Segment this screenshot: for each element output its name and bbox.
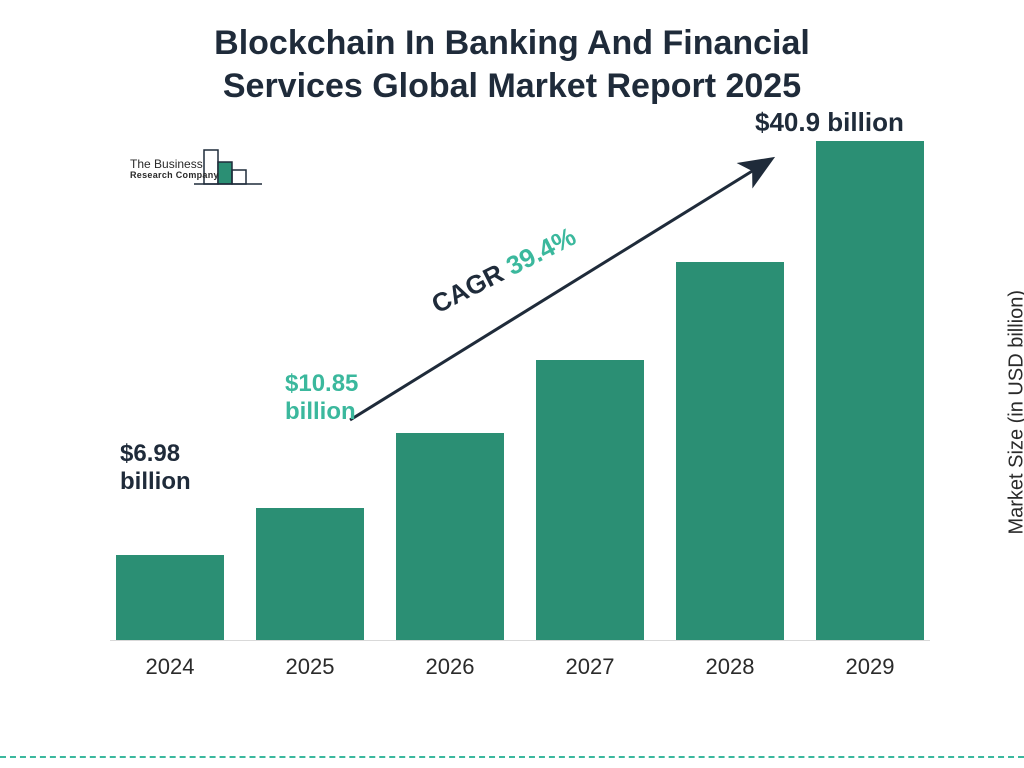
value-label: $10.85billion <box>285 370 358 425</box>
value-label: $6.98billion <box>120 440 191 495</box>
value-label: $40.9 billion <box>755 108 904 138</box>
y-axis-label: Market Size (in USD billion) <box>1006 290 1024 535</box>
chart-container: Blockchain In Banking And FinancialServi… <box>0 0 1024 768</box>
trend-arrow-line <box>350 160 770 420</box>
bottom-dashed-divider <box>0 756 1024 758</box>
